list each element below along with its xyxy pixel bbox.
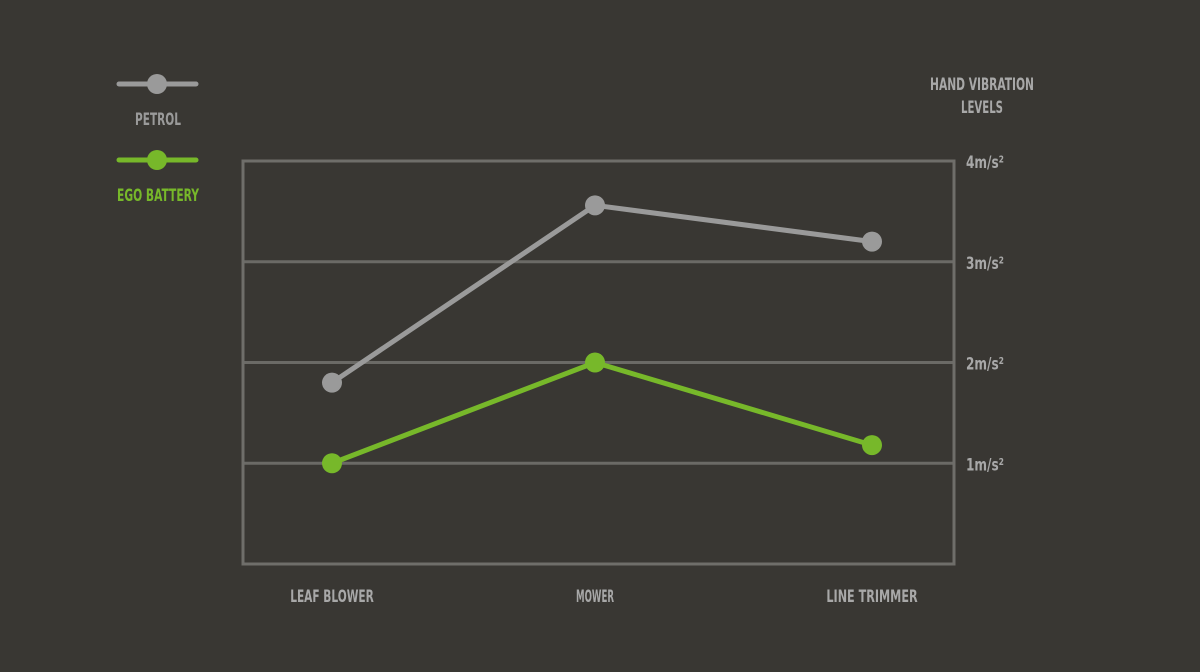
data-point — [585, 352, 605, 373]
y-tick-label: 3m/s² — [966, 254, 1004, 274]
data-point — [585, 195, 605, 216]
series-layer — [322, 195, 882, 474]
plot-frame — [241, 159, 956, 566]
legend-label: EGO BATTERY — [117, 186, 200, 206]
x-tick-labels: LEAF BLOWER MOWER LINE TRIMMER — [290, 587, 918, 607]
data-point — [322, 453, 342, 474]
series-line-1 — [329, 360, 875, 466]
data-point — [862, 435, 882, 456]
y-tick-labels: 1m/s² 2m/s² 3m/s² 4m/s² — [966, 153, 1004, 475]
data-point — [322, 372, 342, 393]
chart-title-line: LEVELS — [961, 98, 1003, 118]
legend-swatch-marker — [147, 74, 167, 94]
legend-swatch-marker — [147, 150, 167, 170]
legend-label: PETROL — [135, 110, 181, 130]
x-tick-label: MOWER — [576, 587, 614, 607]
y-tick-label: 4m/s² — [966, 153, 1004, 173]
y-tick-label: 2m/s² — [966, 355, 1004, 375]
chart-title: HAND VIBRATION LEVELS — [930, 75, 1034, 118]
y-tick-label: 1m/s² — [966, 455, 1004, 475]
x-tick-label: LEAF BLOWER — [290, 587, 374, 607]
x-tick-label: LINE TRIMMER — [826, 587, 917, 607]
legend: PETROL EGO BATTERY — [116, 74, 200, 206]
chart-title-line: HAND VIBRATION — [930, 75, 1034, 95]
data-point — [862, 231, 882, 252]
